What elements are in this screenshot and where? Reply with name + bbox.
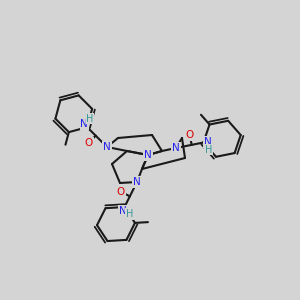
- Text: N: N: [103, 142, 111, 152]
- Text: O: O: [117, 187, 125, 197]
- Text: O: O: [85, 138, 93, 148]
- Text: N: N: [133, 177, 141, 187]
- Text: N: N: [172, 143, 180, 153]
- Text: N: N: [119, 206, 127, 216]
- Text: N: N: [80, 119, 88, 129]
- Text: H: H: [205, 145, 213, 154]
- Text: N: N: [144, 150, 152, 160]
- Text: H: H: [126, 209, 134, 219]
- Text: O: O: [186, 130, 194, 140]
- Text: H: H: [86, 114, 94, 124]
- Text: N: N: [203, 137, 211, 147]
